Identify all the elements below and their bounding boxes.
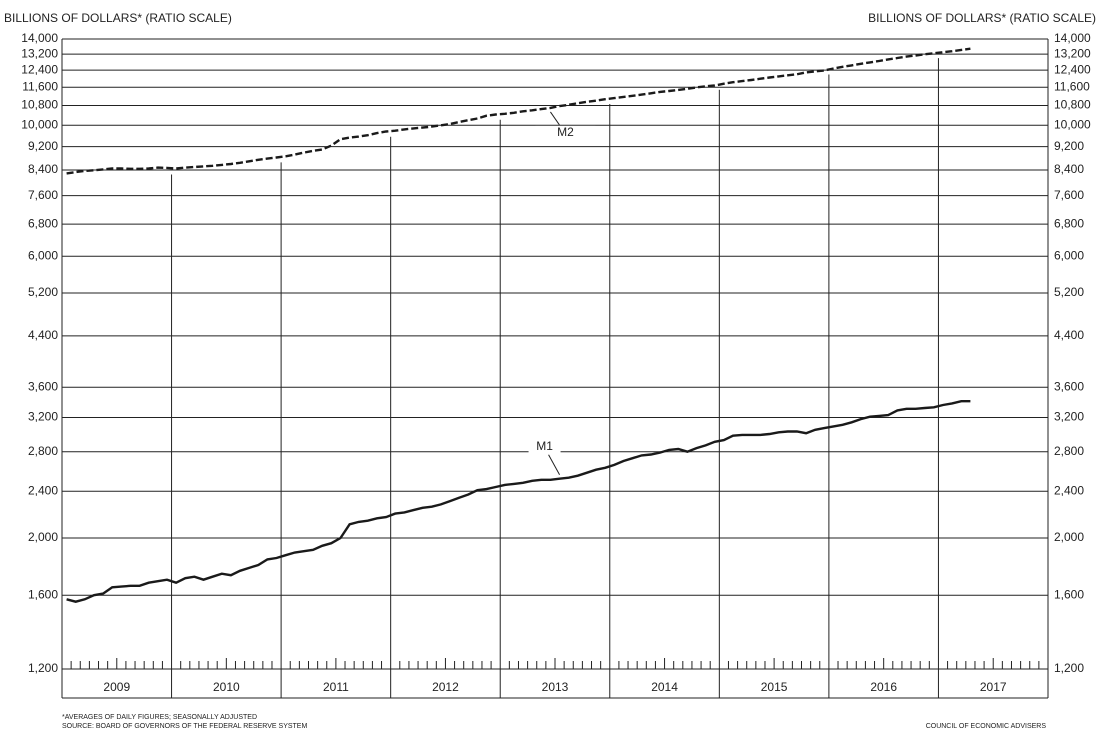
series-line	[66, 400, 971, 603]
y-tick-label: 7,600	[28, 188, 58, 202]
y-axis-label: BILLIONS OF DOLLARS* (RATIO SCALE)	[4, 11, 232, 25]
y2-tick-label: 6,800	[1054, 216, 1084, 230]
y2-tick-label: 9,200	[1054, 139, 1084, 153]
y-tick-label: 1,200	[28, 661, 58, 675]
x-tick-label: 2011	[323, 680, 349, 694]
y2-tick-label: 3,600	[1054, 379, 1084, 393]
y2-tick-label: 11,600	[1054, 79, 1090, 93]
label-arrow	[550, 111, 560, 126]
y2-tick-label: 2,400	[1054, 483, 1084, 497]
y2-tick-label: 8,400	[1054, 162, 1084, 176]
y-tick-label: 3,200	[28, 410, 58, 424]
x-tick-label: 2016	[870, 680, 897, 694]
y-tick-label: 12,400	[21, 62, 58, 76]
y2-tick-label: 1,600	[1054, 587, 1084, 601]
source: SOURCE: BOARD OF GOVERNORS OF THE FEDERA…	[62, 723, 307, 730]
y-tick-label: 14,000	[21, 31, 58, 45]
credit: COUNCIL OF ECONOMIC ADVISERS	[926, 723, 1047, 730]
y2-axis-label: BILLIONS OF DOLLARS* (RATIO SCALE)	[868, 11, 1096, 25]
footnote: *AVERAGES OF DAILY FIGURES; SEASONALLY A…	[62, 714, 257, 721]
series-label: M2	[557, 125, 574, 139]
y-tick-label: 5,200	[28, 285, 58, 299]
x-tick-label: 2012	[432, 680, 459, 694]
y-tick-label: 2,000	[28, 530, 58, 544]
y-tick-label: 11,600	[22, 79, 58, 93]
x-tick-label: 2015	[761, 680, 788, 694]
y2-tick-label: 10,000	[1054, 117, 1091, 131]
series-label: M1	[536, 439, 553, 453]
y2-tick-label: 6,000	[1054, 248, 1084, 262]
label-bg	[528, 439, 561, 454]
y2-tick-label: 3,200	[1054, 410, 1084, 424]
series-line	[66, 47, 971, 175]
y-tick-label: 4,400	[28, 328, 58, 342]
label-bg	[535, 125, 596, 140]
x-tick-label: 2013	[542, 680, 569, 694]
y-tick-label: 6,800	[28, 216, 58, 230]
y-tick-label: 10,800	[21, 98, 58, 112]
y2-tick-label: 12,400	[1054, 62, 1091, 76]
y-tick-label: 9,200	[28, 139, 58, 153]
y2-tick-label: 7,600	[1054, 188, 1084, 202]
y-tick-label: 6,000	[28, 248, 58, 262]
y2-tick-label: 2,800	[1054, 444, 1084, 458]
x-tick-label: 2014	[651, 680, 678, 694]
y-tick-label: 3,600	[28, 379, 58, 393]
y-tick-label: 8,400	[28, 162, 58, 176]
x-tick-label: 2010	[213, 680, 240, 694]
y2-tick-label: 2,000	[1054, 530, 1084, 544]
y-tick-label: 2,800	[28, 444, 58, 458]
y2-tick-label: 10,800	[1054, 98, 1091, 112]
y2-tick-label: 1,200	[1054, 661, 1084, 675]
y2-tick-label: 5,200	[1054, 285, 1084, 299]
label-arrow	[548, 454, 561, 475]
x-tick-label: 2009	[103, 680, 130, 694]
y2-tick-label: 13,200	[1054, 46, 1091, 60]
x-tick-label: 2017	[980, 680, 1007, 694]
y2-tick-label: 14,000	[1054, 31, 1091, 45]
y-tick-label: 2,400	[28, 483, 58, 497]
y2-tick-label: 4,400	[1054, 328, 1084, 342]
y-tick-label: 1,600	[28, 587, 58, 601]
y-tick-label: 10,000	[21, 117, 58, 131]
y-tick-label: 13,200	[21, 46, 58, 60]
